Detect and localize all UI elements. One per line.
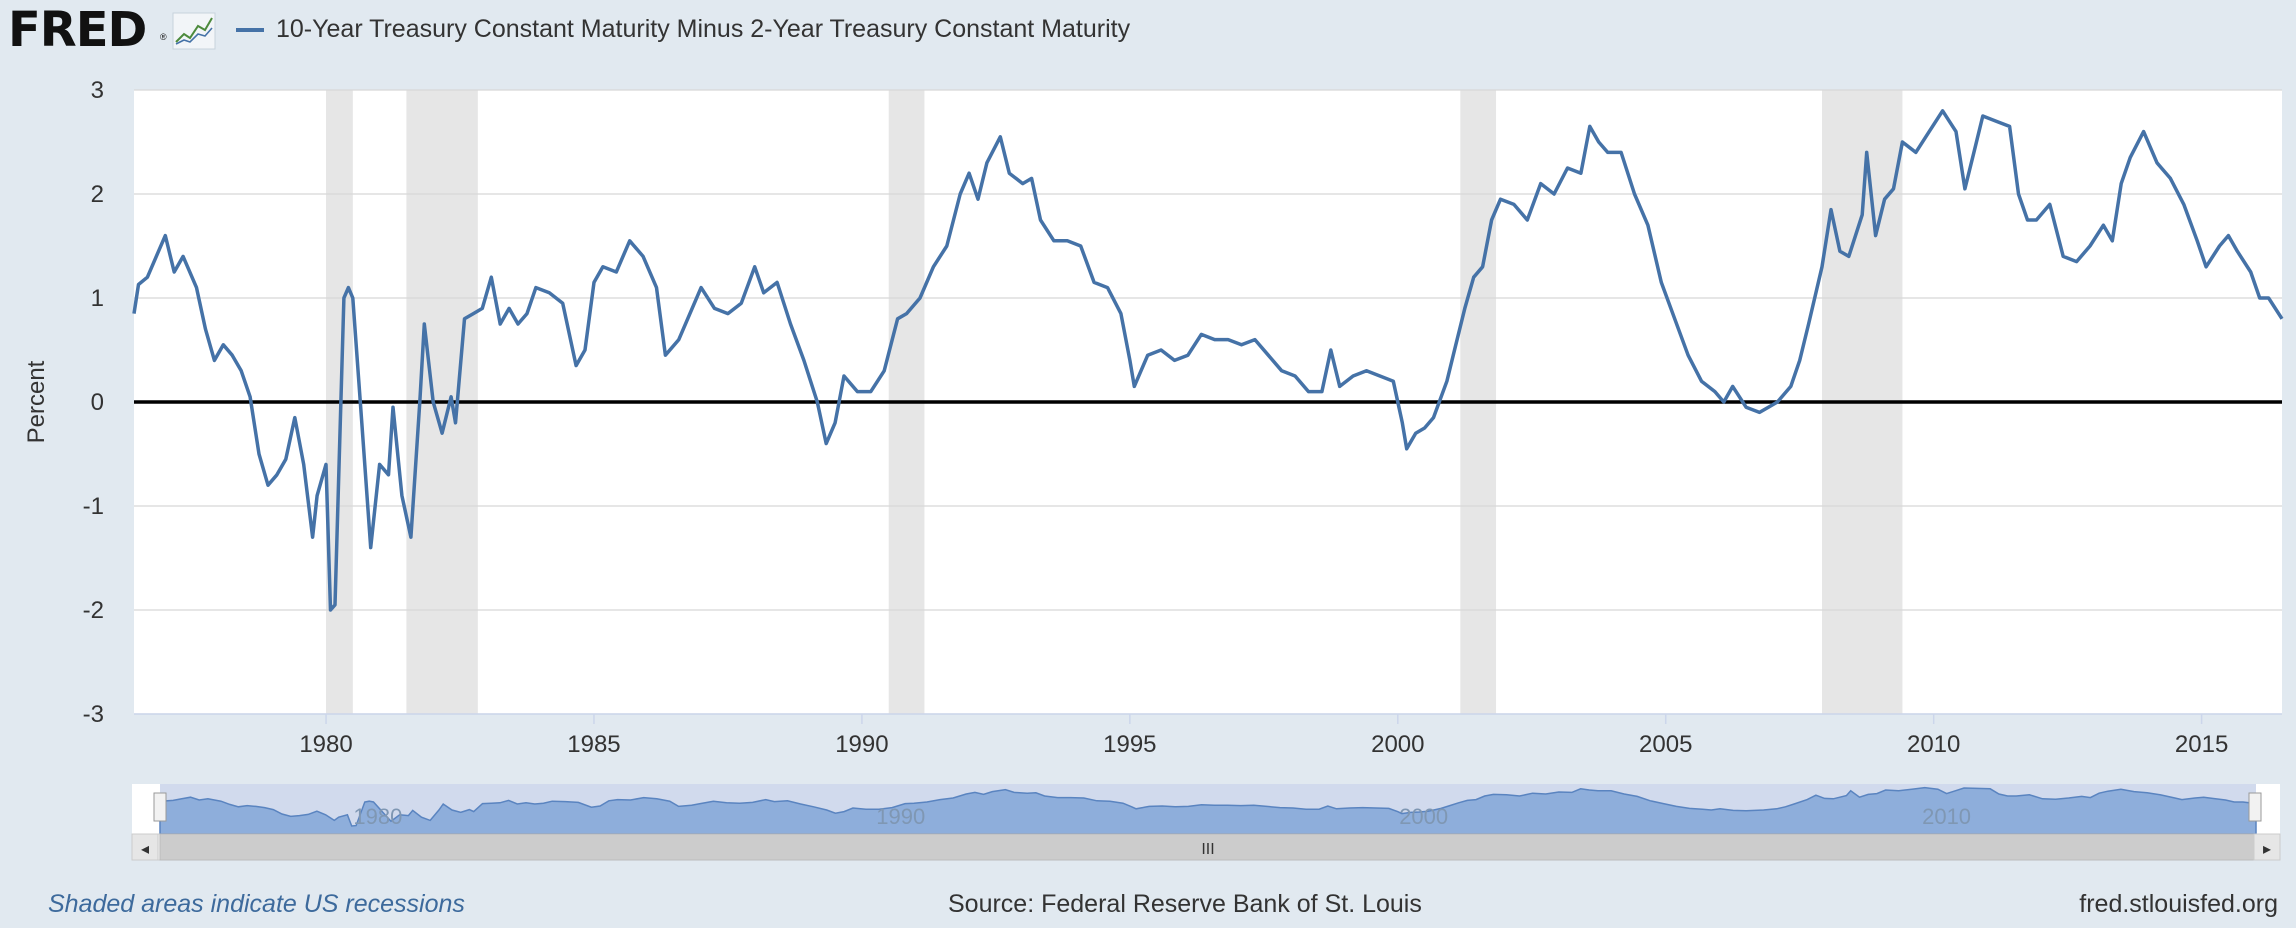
x-tick-label: 2015 [2175,731,2228,758]
legend-line-swatch [236,28,264,32]
x-tick-label: 1985 [567,731,620,758]
series-line [132,109,2284,612]
y-tick-label: 3 [91,77,104,104]
x-tick-label: 2010 [1907,731,1960,758]
navigator-year-label: 2000 [1399,804,1448,829]
series-title[interactable]: 10-Year Treasury Constant Maturity Minus… [276,15,1131,43]
registered-mark: ® [160,32,167,42]
navigator-handle-left[interactable] [153,792,167,822]
scroll-right-arrow-icon: ▸ [2263,841,2271,858]
navigator-year-label: 1980 [353,804,402,829]
y-axis-label: Percent [23,360,50,443]
x-tick-label: 2005 [1639,731,1692,758]
line-chart-icon [172,12,216,50]
x-tick-label: 2000 [1371,731,1424,758]
x-tick-label: 1990 [835,731,888,758]
y-tick-label: 2 [91,181,104,208]
scroll-left-arrow-icon: ◂ [141,841,149,858]
scrollbar-thumb[interactable] [159,833,2257,861]
x-tick-label: 1995 [1103,731,1156,758]
navigator-handle-right[interactable] [2248,792,2262,822]
y-tick-label: 0 [91,389,104,416]
y-tick-label: 1 [91,285,104,312]
scroll-left-button[interactable] [131,833,159,861]
recession-note: Shaded areas indicate US recessions [48,890,465,918]
range-navigator[interactable]: 1980 1990 2000 2010 III ◂ ▸ [131,784,2281,861]
x-tick-label: 1980 [299,731,352,758]
site-url[interactable]: fred.stlouisfed.org [2079,890,2278,918]
navigator-year-label: 2010 [1922,804,1971,829]
navigator-series-area [159,786,2257,835]
chart-header: FRED ® 10-Year Treasury Constant Maturit… [0,0,2296,60]
y-tick-label: -1 [83,493,104,520]
scroll-right-button[interactable] [2253,833,2281,861]
fred-logo[interactable]: FRED [8,2,147,58]
navigator-year-label: 1990 [876,804,925,829]
y-tick-label: -3 [83,701,104,728]
navigator-labels: 1980 1990 2000 2010 [353,804,1971,829]
source-credit: Source: Federal Reserve Bank of St. Loui… [948,890,1422,918]
chart-area: 3 2 1 0 -1 -2 -3 1980 1985 1990 1995 2000 2005 2010 20… [23,77,2284,861]
y-tick-label: -2 [83,597,104,624]
plot-layer: 3 2 1 0 -1 -2 -3 1980 1985 1990 1995 2000 2005 2010 20… [83,77,2284,758]
scrollbar-grip: III [1201,841,1214,858]
